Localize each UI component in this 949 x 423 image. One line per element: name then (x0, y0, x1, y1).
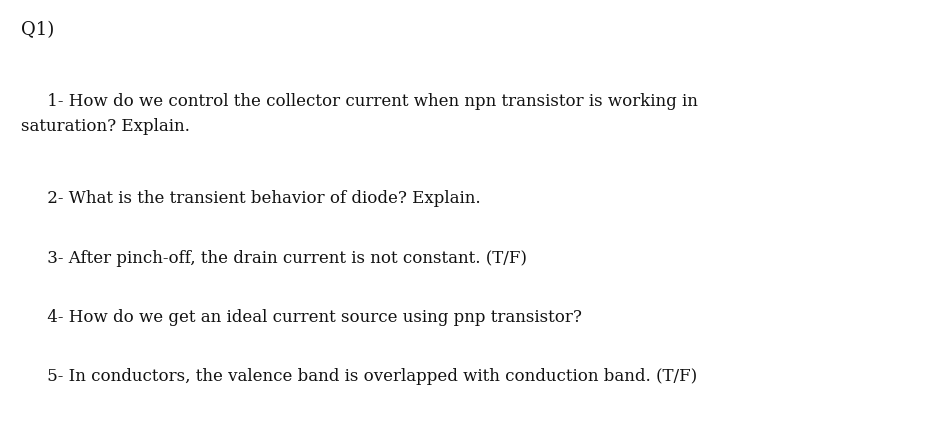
Text: Q1): Q1) (21, 21, 54, 39)
Text: 1- How do we control the collector current when npn transistor is working in
sat: 1- How do we control the collector curre… (21, 93, 698, 135)
Text: 4- How do we get an ideal current source using pnp transistor?: 4- How do we get an ideal current source… (21, 309, 582, 326)
Text: 3- After pinch-off, the drain current is not constant. (T/F): 3- After pinch-off, the drain current is… (21, 250, 527, 266)
Text: 2- What is the transient behavior of diode? Explain.: 2- What is the transient behavior of dio… (21, 190, 480, 207)
Text: 5- In conductors, the valence band is overlapped with conduction band. (T/F): 5- In conductors, the valence band is ov… (21, 368, 698, 385)
